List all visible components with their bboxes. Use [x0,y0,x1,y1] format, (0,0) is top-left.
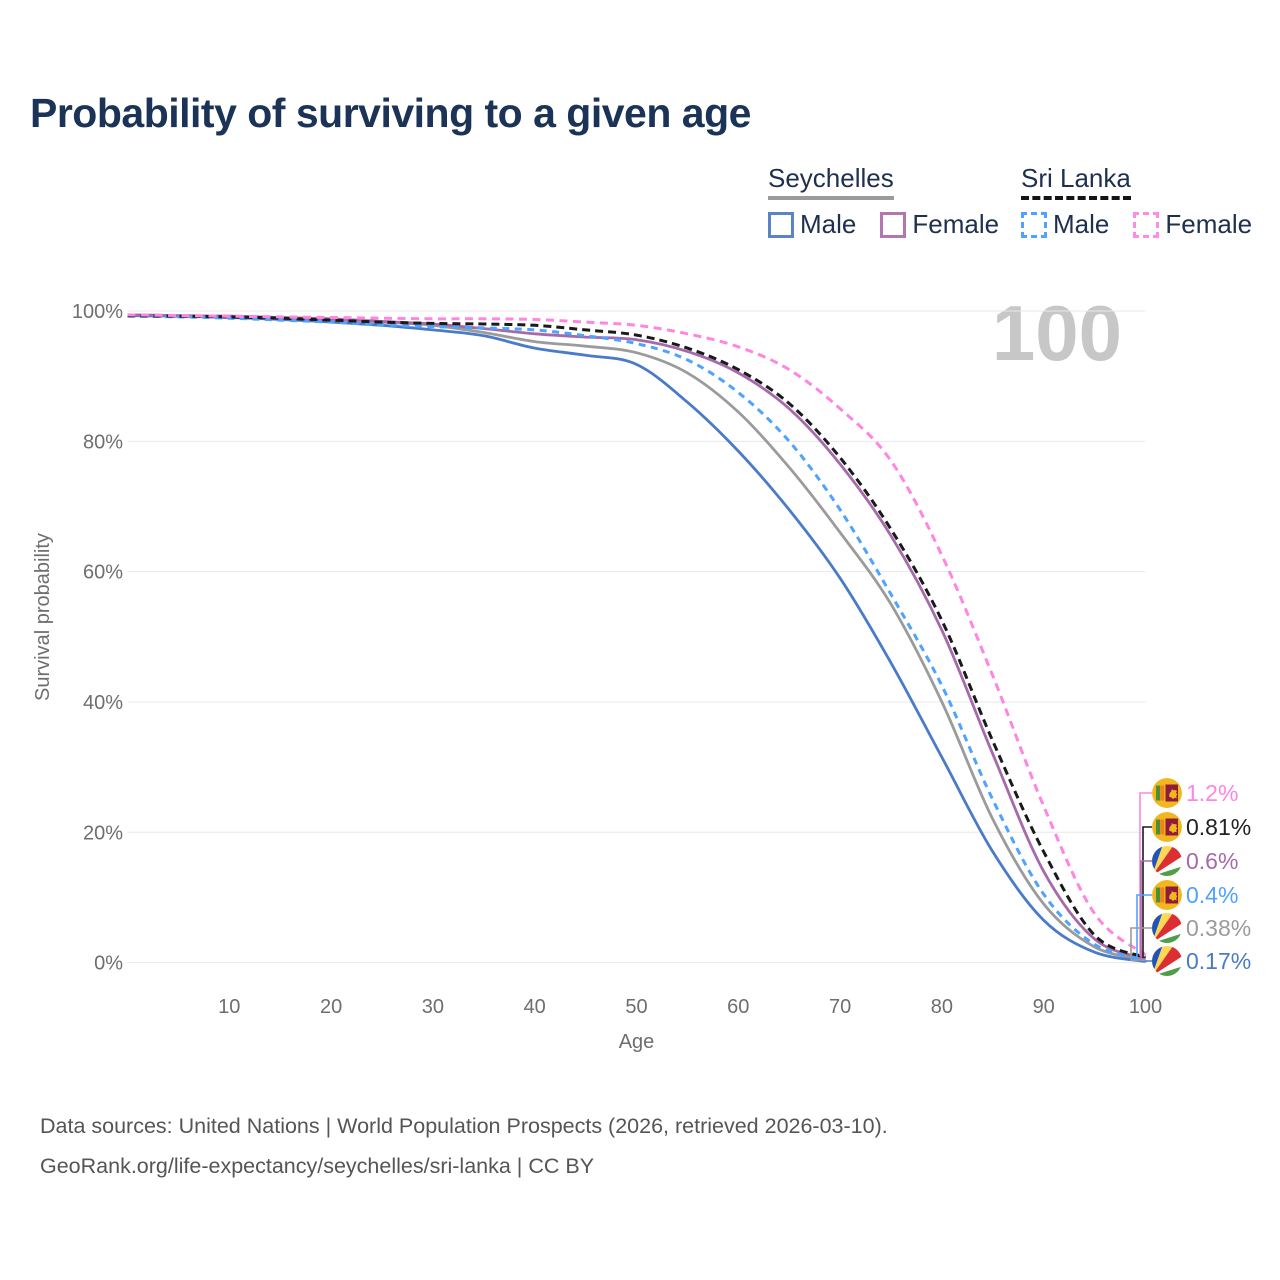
end-label-row-seychelles-all: 0.38% [1152,913,1251,943]
legend-group-seychelles: Seychelles Male Female [768,163,999,240]
y-axis-title: Survival probability [32,533,54,701]
sri-lanka-flag-icon [1152,778,1182,808]
end-label-row-seychelles-male: 0.17% [1152,946,1251,976]
legend-label-female: Female [1165,209,1253,239]
seychelles-flag-icon [1152,946,1182,976]
seychelles-flag-icon [1152,913,1182,943]
page-title: Probability of surviving to a given age [30,90,751,136]
legend-label-male: Male [800,209,857,239]
legend-item-seychelles-female[interactable]: Female [880,209,999,240]
y-tick-label: 20% [83,822,123,844]
legend-country-sri-lanka[interactable]: Sri Lanka [1021,163,1131,200]
legend-country-seychelles[interactable]: Seychelles [768,163,894,200]
x-axis-title: Age [619,1031,655,1053]
x-tick-label: 60 [727,996,749,1018]
x-tick-label: 90 [1033,996,1055,1018]
seychelles-male-swatch [768,211,794,238]
data-sources-note: Data sources: United Nations | World Pop… [40,1114,888,1138]
end-label-value: 0.4% [1186,882,1238,908]
x-tick-label: 40 [524,996,546,1018]
x-tick-label: 100 [1129,996,1162,1018]
series-line-sri-lanka-male [127,314,1146,962]
attribution-note: GeoRank.org/life-expectancy/seychelles/s… [40,1154,595,1178]
legend-item-sri-lanka-male[interactable]: Male [1021,209,1109,240]
x-tick-label: 30 [422,996,444,1018]
x-tick-label: 80 [931,996,953,1018]
legend-item-sri-lanka-female[interactable]: Female [1133,209,1252,240]
end-label-row-seychelles-female: 0.6% [1152,846,1238,876]
y-tick-label: 60% [83,562,123,584]
series-line-seychelles-all [127,313,1146,962]
end-label-connector [1140,860,1152,960]
chart-footer: Data sources: United Nations | World Pop… [40,1106,888,1186]
end-label-row-sri-lanka-male: 0.4% [1152,880,1238,910]
sri-lanka-flag-icon [1152,880,1182,910]
sri-lanka-male-swatch [1021,211,1047,238]
end-label-connector [1142,826,1152,959]
end-label-connector [1130,927,1152,961]
y-tick-label: 0% [94,953,123,975]
end-label-row-sri-lanka-all: 0.81% [1152,812,1251,842]
legend: Seychelles Male Female Sri Lanka Male [0,163,1280,253]
series-line-sri-lanka-all [127,314,1147,959]
end-label-value: 0.38% [1186,915,1251,941]
y-tick-label: 40% [83,692,123,714]
end-label-value: 0.81% [1186,814,1251,840]
series-line-seychelles-male [127,314,1146,963]
sri-lanka-flag-icon [1152,812,1182,842]
seychelles-female-swatch [880,211,907,238]
age-counter-watermark: 100 [991,289,1122,377]
series-line-seychelles-female [127,313,1147,961]
end-label-connector [1145,960,1152,963]
x-tick-label: 10 [218,996,240,1018]
end-label-value: 1.2% [1186,780,1238,806]
legend-label-male: Male [1053,209,1110,239]
end-label-value: 0.17% [1186,948,1251,974]
y-tick-label: 80% [83,431,123,453]
sri-lanka-female-swatch [1133,211,1160,238]
legend-label-female: Female [912,209,1000,239]
x-tick-label: 50 [625,996,647,1018]
y-tick-label: 100% [72,301,123,323]
end-label-row-sri-lanka-female: 1.2% [1152,778,1238,808]
legend-item-seychelles-male[interactable]: Male [768,209,856,240]
legend-group-sri-lanka: Sri Lanka Male Female [1021,163,1252,240]
x-tick-label: 20 [320,996,342,1018]
x-tick-label: 70 [829,996,851,1018]
end-label-value: 0.6% [1186,848,1238,874]
series-line-sri-lanka-female [127,313,1147,957]
seychelles-flag-icon [1152,846,1182,876]
